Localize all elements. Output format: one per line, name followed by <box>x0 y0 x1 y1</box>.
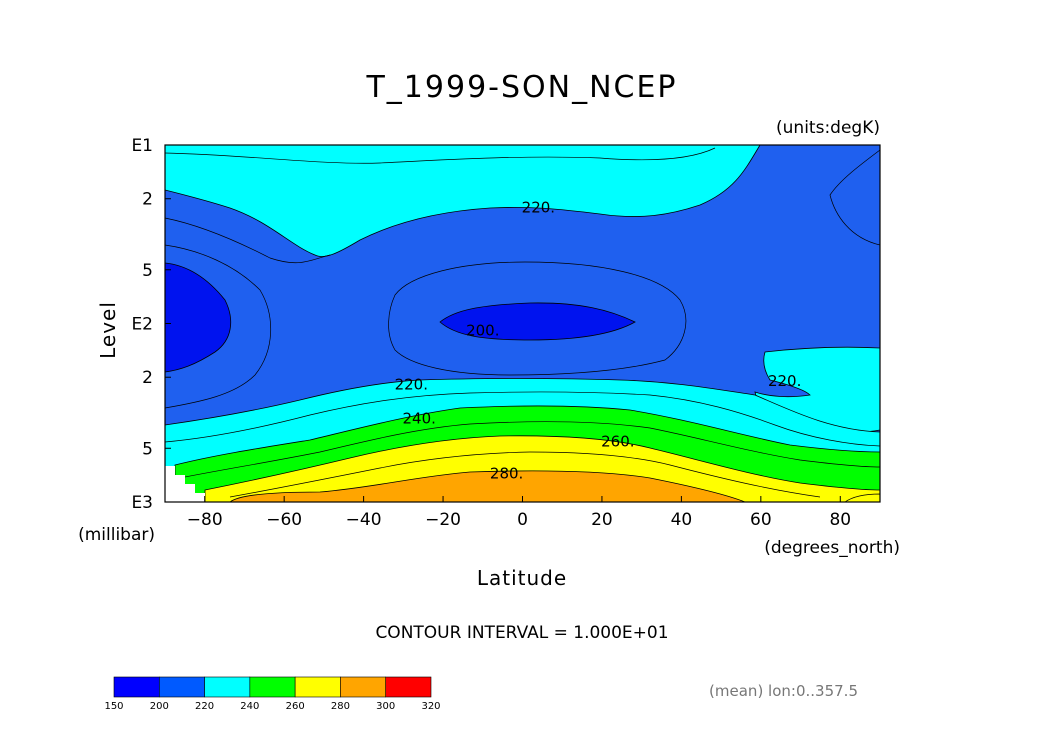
y-tick-label: E1 <box>131 136 153 156</box>
y-tick-label: E2 <box>131 315 153 335</box>
contour-line <box>164 244 271 409</box>
footnote: (mean) lon:0..357.5 <box>709 682 858 700</box>
y-tick-label: 2 <box>142 190 153 210</box>
contour-label: 220. <box>768 372 801 390</box>
x-axis-label: Latitude <box>477 566 567 590</box>
equatorial-cold-core <box>439 302 636 341</box>
x-tick-label: 80 <box>829 510 851 530</box>
y-axis: E1 2 5 E2 2 5 E3 <box>131 136 171 513</box>
x-tick-label: 20 <box>591 510 613 530</box>
contour-label: 200. <box>466 321 499 339</box>
colorbar-swatch <box>158 676 205 698</box>
x-tick-label: −20 <box>425 510 461 530</box>
colorbar-swatch <box>385 676 432 698</box>
contour-label: 220. <box>395 375 428 393</box>
colorbar: 150 200 220 240 260 280 300 320 <box>104 676 441 712</box>
colorbar-label: 200 <box>150 701 169 712</box>
colorbar-label: 240 <box>240 701 259 712</box>
colorbar-swatch <box>113 676 160 698</box>
colorbar-swatch <box>340 676 387 698</box>
cyan-top-region <box>164 144 761 257</box>
x-units-label: (degrees_north) <box>764 538 900 558</box>
contour-line <box>164 147 716 164</box>
colorbar-label: 320 <box>421 701 440 712</box>
colorbar-label: 220 <box>195 701 214 712</box>
chart-title: T_1999-SON_NCEP <box>365 70 677 105</box>
x-tick-label: −80 <box>187 510 223 530</box>
contour-interval-text: CONTOUR INTERVAL = 1.000E+01 <box>375 623 668 643</box>
y-tick-label: E3 <box>131 493 153 513</box>
contour-line <box>179 421 881 479</box>
y-axis-label: Level <box>96 301 120 359</box>
units-label: (units:degK) <box>776 118 880 138</box>
colorbar-label: 150 <box>104 701 123 712</box>
contour-line <box>388 261 687 376</box>
orange-region <box>228 470 746 503</box>
polar-cold-region <box>164 262 232 373</box>
contour-label: 220. <box>522 199 555 217</box>
x-tick-label: 0 <box>517 510 528 530</box>
contour-line <box>164 217 331 264</box>
colorbar-swatch <box>249 676 296 698</box>
y-units-label: (millibar) <box>78 525 155 545</box>
missing-data-corner <box>165 466 205 502</box>
x-tick-label: −40 <box>346 510 382 530</box>
y-tick-label: 5 <box>142 439 153 459</box>
colorbar-label: 260 <box>286 701 305 712</box>
x-axis: −80 −60 −40 −20 0 20 40 60 80 <box>187 496 851 530</box>
x-tick-label: 40 <box>671 510 693 530</box>
colorbar-label: 280 <box>331 701 350 712</box>
y-tick-label: 5 <box>142 261 153 281</box>
colorbar-swatch <box>204 676 251 698</box>
x-tick-label: −60 <box>266 510 302 530</box>
contour-labels: 220. 200. 220. 220. 240. 260. 280. <box>395 199 802 483</box>
contour-line <box>229 451 821 498</box>
colorbar-swatch <box>294 676 341 698</box>
colorbar-label: 300 <box>376 701 395 712</box>
contour-line <box>164 391 881 447</box>
plot-area: 220. 200. 220. 220. 240. 260. 280. <box>164 144 881 503</box>
contour-line <box>829 149 881 246</box>
contour-label: 260. <box>601 432 634 450</box>
contour-label: 280. <box>490 464 523 482</box>
x-tick-label: 60 <box>750 510 772 530</box>
y-tick-label: 2 <box>142 368 153 388</box>
contour-label: 240. <box>403 410 436 428</box>
